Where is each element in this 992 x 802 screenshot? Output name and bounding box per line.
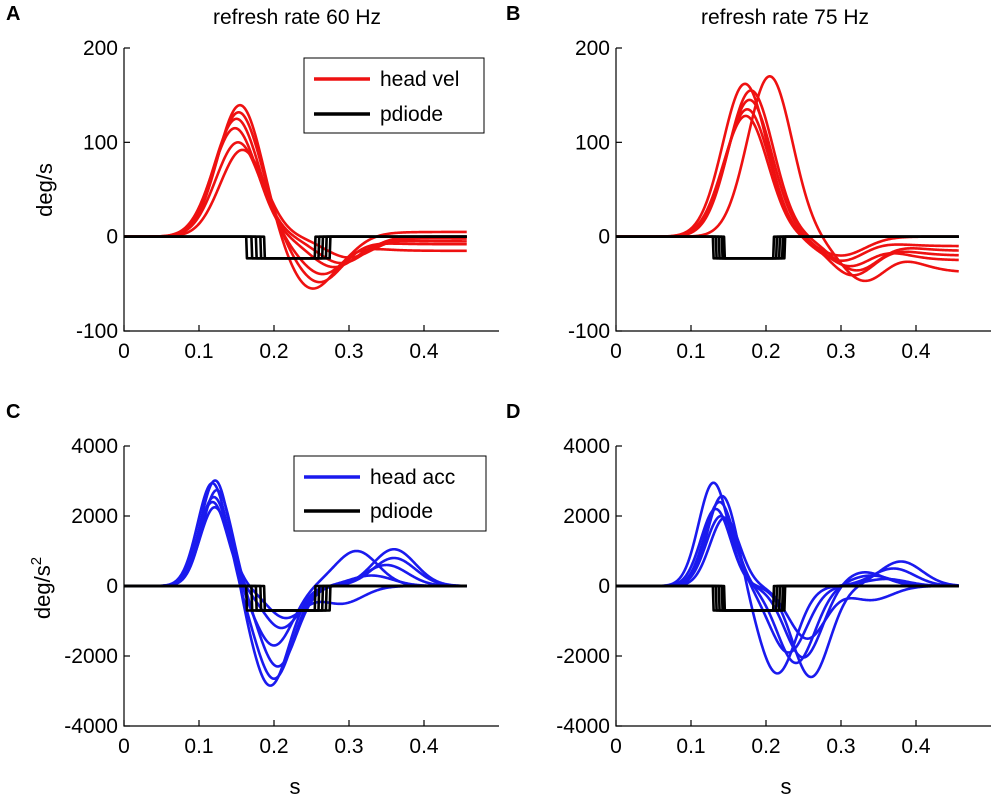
- series-line-pdiode: [615, 584, 960, 612]
- x-tick-label: 0.2: [259, 735, 288, 758]
- series-line-vel: [123, 148, 468, 259]
- x-tick-label: 0.1: [184, 340, 213, 363]
- x-tick-label: 0: [610, 735, 622, 758]
- panel-c-xlabel: s: [290, 774, 301, 799]
- panel-c-ylabel: deg/s2: [28, 557, 55, 619]
- y-tick-label: -2000: [556, 645, 610, 668]
- y-tick-label: -100: [76, 320, 118, 343]
- panel-d-letter: D: [506, 401, 520, 423]
- y-tick-label: 200: [83, 37, 118, 60]
- series-line-pdiode: [123, 584, 468, 612]
- legend-label-head-vel: head vel: [380, 68, 459, 91]
- x-tick-label: 0.1: [184, 735, 213, 758]
- panel-a-ylabel: deg/s: [32, 163, 57, 217]
- series-line-acc: [615, 507, 960, 659]
- y-tick-label: 0: [598, 575, 610, 598]
- y-tick-label: 100: [83, 131, 118, 154]
- y-tick-label: 0: [106, 575, 118, 598]
- x-tick-label: 0.4: [409, 340, 439, 363]
- series-line-vel: [123, 111, 468, 284]
- series-line-acc: [615, 516, 960, 640]
- series-line-vel: [123, 126, 468, 269]
- panel-a-title: refresh rate 60 Hz: [213, 6, 381, 29]
- y-tick-label: -4000: [556, 715, 610, 738]
- y-tick-label: 0: [106, 226, 118, 249]
- x-tick-label: 0.2: [751, 735, 780, 758]
- x-tick-label: 0.1: [676, 340, 705, 363]
- series-line-vel: [615, 82, 960, 277]
- y-tick-label: 100: [575, 131, 610, 154]
- legend-box: [303, 57, 485, 134]
- series-line-acc: [123, 500, 468, 630]
- x-tick-label: 0.3: [334, 340, 363, 363]
- series-line-pdiode: [123, 584, 468, 612]
- y-tick-label: 4000: [71, 435, 118, 458]
- series-line-pdiode: [123, 584, 468, 612]
- x-tick-label: 0.3: [826, 735, 855, 758]
- series-line-pdiode: [123, 584, 468, 612]
- panel-d-plot: 0 0.1 0.2 0.3 0.4 -4000 -2000 0 2000 4000: [556, 435, 991, 758]
- x-tick-label: 0.4: [409, 735, 439, 758]
- y-tick-label: 4000: [563, 435, 610, 458]
- legend-label-head-acc: head acc: [370, 466, 455, 489]
- legend-box: [293, 455, 487, 532]
- series-line-acc: [615, 481, 960, 679]
- panel-c-ylabel-sup: 2: [28, 557, 45, 565]
- x-tick-label: 0.4: [901, 735, 931, 758]
- x-tick-label: 0.2: [751, 340, 780, 363]
- x-tick-label: 0.4: [901, 340, 931, 363]
- panel-a-legend: head vel pdiode: [303, 57, 485, 134]
- series-line-vel: [615, 114, 960, 257]
- y-tick-label: -100: [568, 320, 610, 343]
- panel-c-letter: C: [6, 401, 20, 423]
- x-tick-label: 0: [610, 340, 622, 363]
- x-tick-label: 0.3: [334, 735, 363, 758]
- y-tick-label: -2000: [64, 645, 118, 668]
- panel-b-letter: B: [506, 3, 520, 25]
- panel-d-xlabel: s: [781, 774, 792, 799]
- y-tick-label: 200: [575, 37, 610, 60]
- x-tick-label: 0.3: [826, 340, 855, 363]
- x-tick-label: 0.1: [676, 735, 705, 758]
- series-line-pdiode: [615, 235, 960, 260]
- series-line-pdiode: [123, 235, 468, 260]
- y-tick-label: 2000: [563, 505, 610, 528]
- series-line-vel: [615, 75, 960, 283]
- series-line-pdiode: [123, 584, 468, 612]
- panel-c-plot: 0 0.1 0.2 0.3 0.4 -4000 -2000 0 2000 4000: [64, 435, 499, 758]
- x-tick-label: 0.2: [259, 340, 288, 363]
- x-tick-label: 0: [118, 340, 130, 363]
- y-tick-label: -4000: [64, 715, 118, 738]
- panel-c-ylabel-base: deg/s: [30, 565, 55, 619]
- y-tick-label: 2000: [71, 505, 118, 528]
- y-tick-label: 0: [598, 226, 610, 249]
- legend-label-pdiode: pdiode: [370, 500, 433, 523]
- panel-b-title: refresh rate 75 Hz: [701, 6, 869, 29]
- panel-a-letter: A: [6, 3, 20, 25]
- x-tick-label: 0: [118, 735, 130, 758]
- legend-label-pdiode: pdiode: [380, 103, 443, 126]
- panel-c-legend: head acc pdiode: [293, 455, 487, 532]
